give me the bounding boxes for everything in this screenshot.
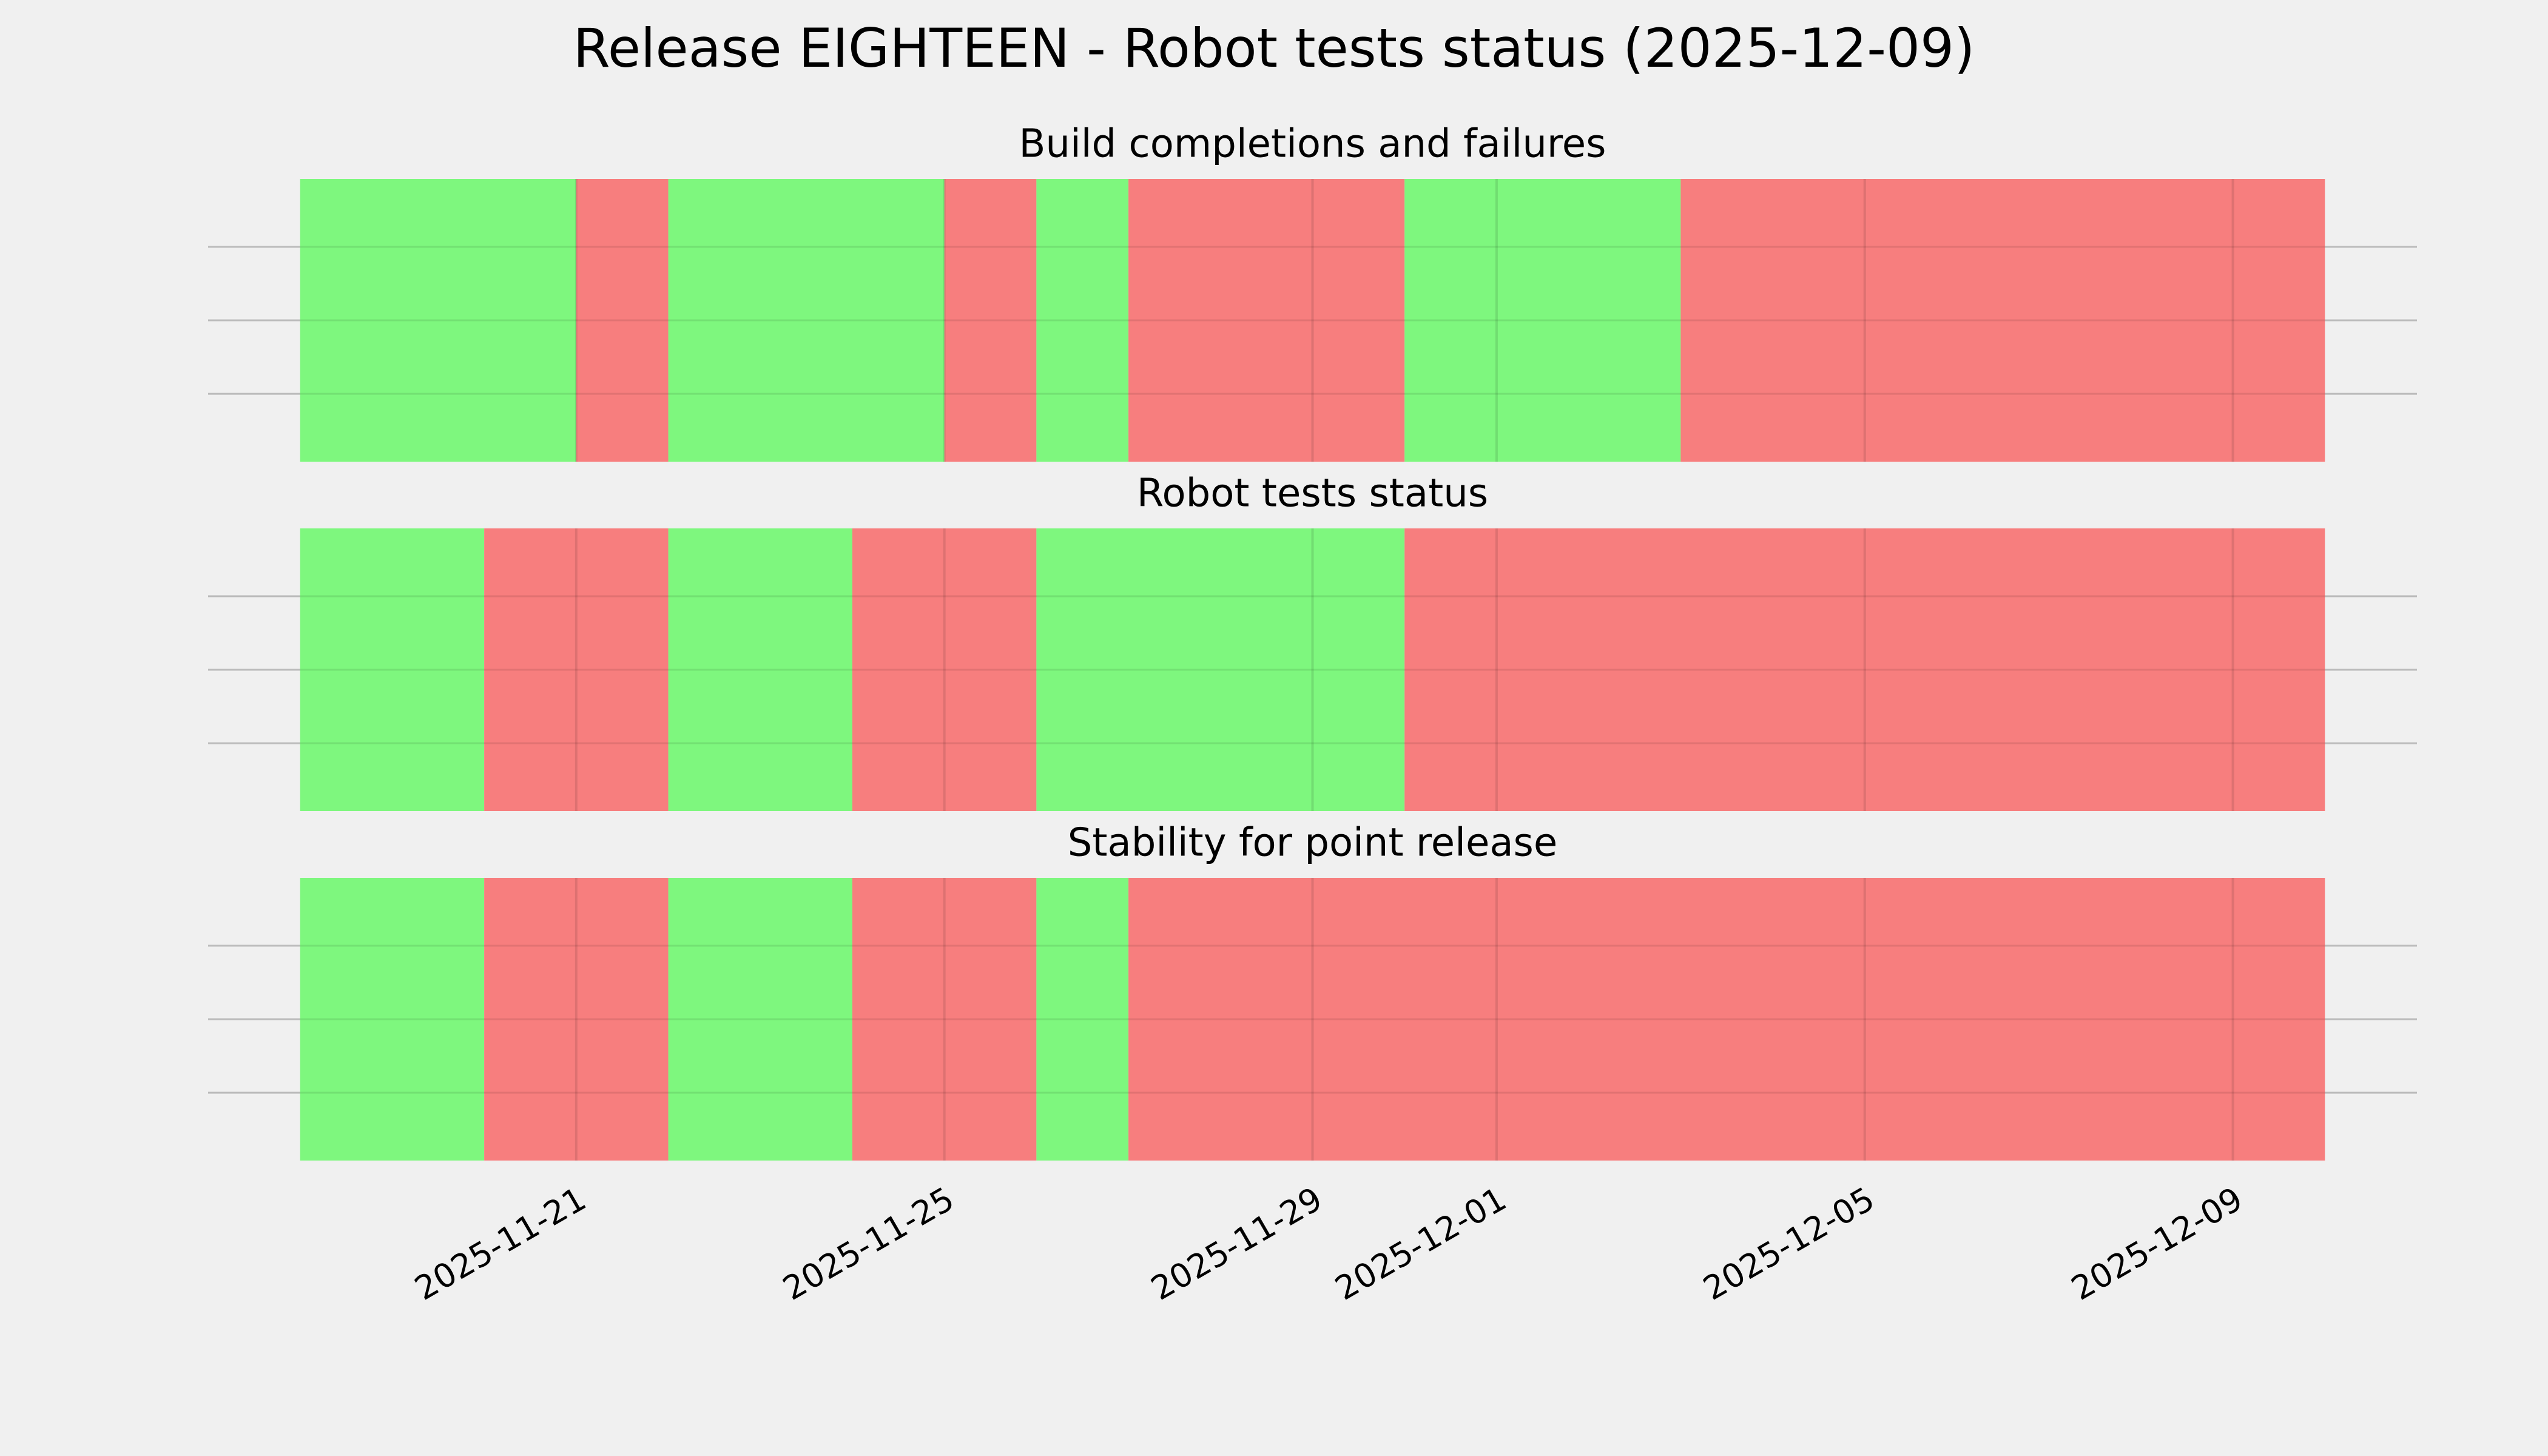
status-span — [1036, 878, 1129, 1161]
status-span — [484, 528, 669, 811]
status-span — [300, 528, 485, 811]
panel-title: Build completions and failures — [1019, 122, 1606, 167]
status-span — [1036, 179, 1129, 462]
status-span — [300, 878, 485, 1161]
status-span — [852, 878, 1037, 1161]
status-span — [576, 179, 669, 462]
status-span — [1404, 179, 1681, 462]
status-span — [1128, 878, 2325, 1161]
status-span — [1680, 179, 2325, 462]
status-span — [300, 179, 576, 462]
status-span — [668, 179, 945, 462]
panel-title: Stability for point release — [1068, 821, 1558, 866]
status-span — [484, 878, 669, 1161]
status-span — [944, 179, 1037, 462]
status-span — [1128, 179, 1405, 462]
status-span — [852, 528, 1037, 811]
status-span — [1404, 528, 2325, 811]
status-span — [1036, 528, 1405, 811]
chart-title: Release EIGHTEEN - Robot tests status (2… — [573, 17, 1975, 79]
panel-title: Robot tests status — [1137, 471, 1488, 516]
status-span — [668, 878, 852, 1161]
status-span — [668, 528, 852, 811]
